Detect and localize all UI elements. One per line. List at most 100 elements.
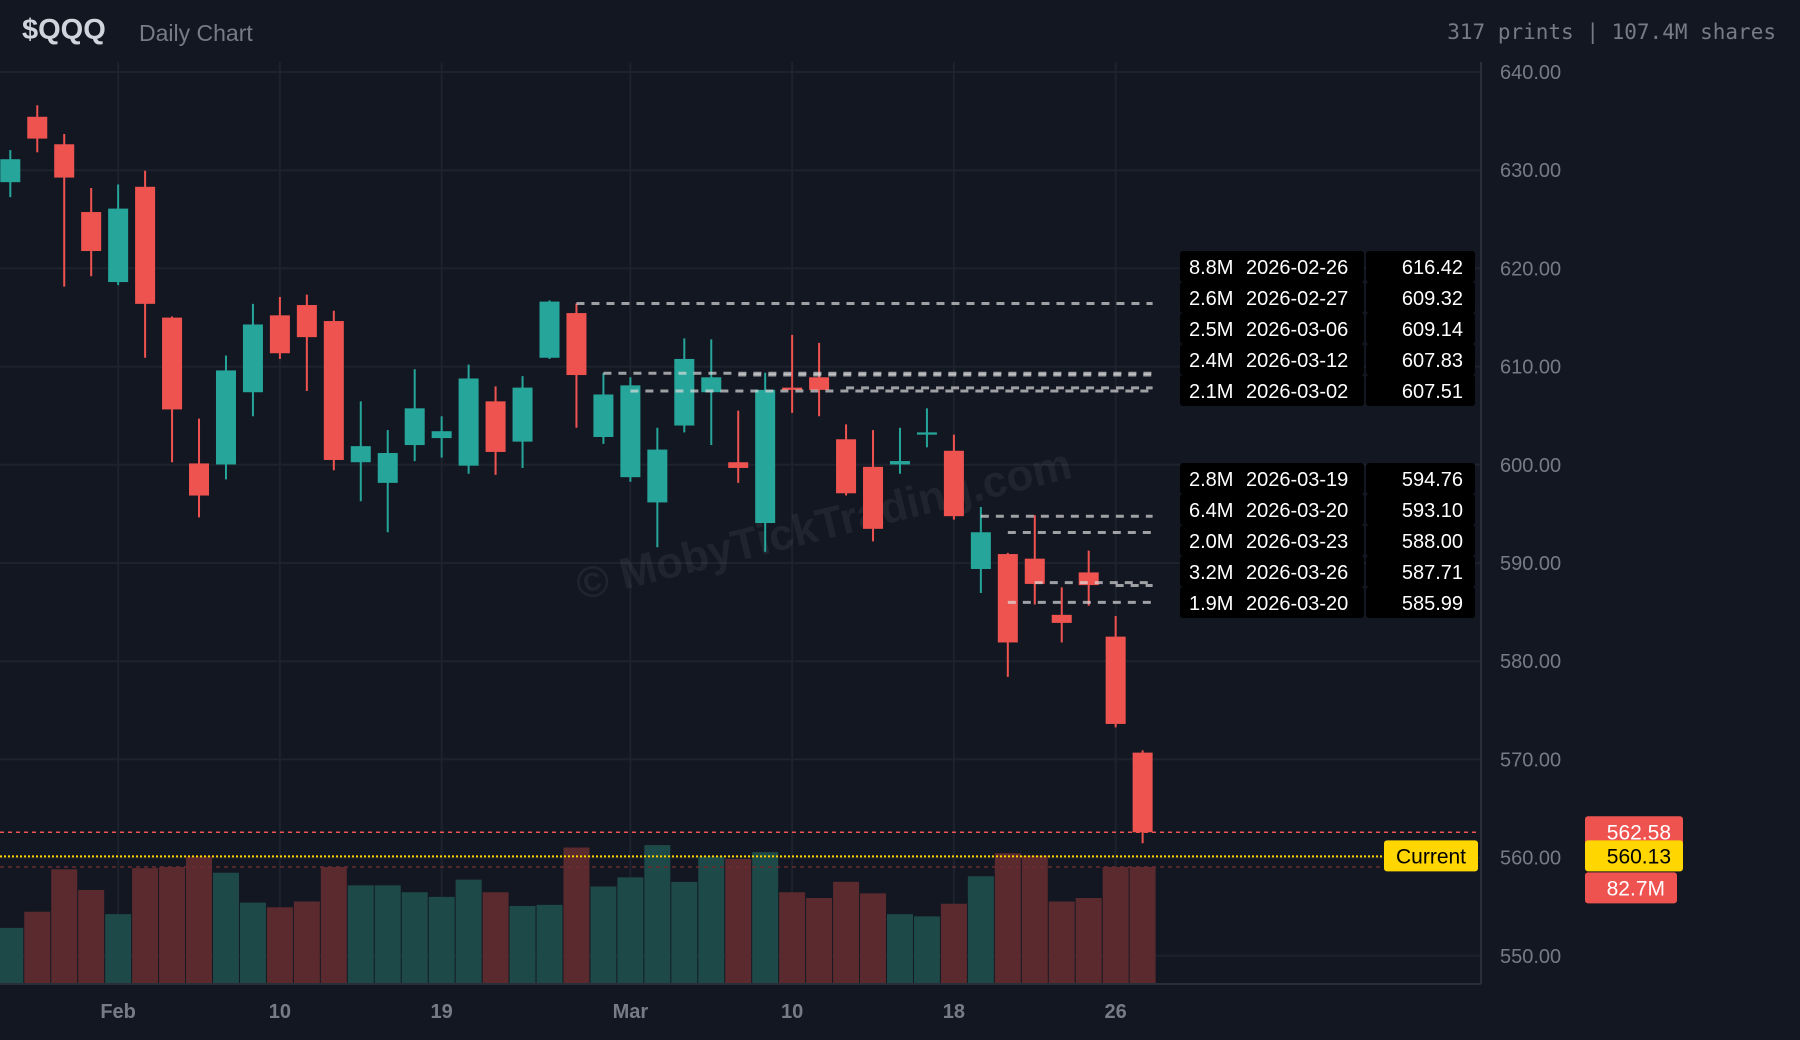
x-tick-label: 18 [943, 1001, 965, 1023]
candle-body [620, 385, 641, 478]
candle-body [54, 144, 75, 178]
y-tick-label: 570.00 [1500, 749, 1561, 771]
volume-bar [401, 892, 428, 983]
level-row-bg [1180, 556, 1364, 587]
level-date: 2026-03-20 [1246, 500, 1348, 522]
level-row-bg [1180, 494, 1364, 525]
candle-body [1024, 558, 1045, 584]
level-volume: 2.1M [1189, 381, 1233, 403]
level-price-bg [1366, 375, 1475, 406]
level-price-bg [1366, 525, 1475, 556]
level-price-bg [1366, 282, 1475, 313]
level-price-bg [1366, 344, 1475, 375]
last-close-tag-bg [1585, 816, 1683, 848]
level-row-bg [1180, 463, 1364, 494]
level-date: 2026-02-26 [1246, 257, 1348, 279]
level-date: 2026-03-06 [1246, 319, 1348, 341]
volume-bar [644, 845, 671, 983]
candle-body [728, 462, 749, 468]
candle-body [512, 387, 533, 442]
candle-body [1051, 614, 1072, 623]
volume-bars [0, 845, 1156, 983]
level-price: 616.42 [1402, 257, 1463, 279]
candle-body [943, 450, 964, 517]
candle-body [782, 387, 803, 390]
x-tick-label: Feb [100, 1001, 136, 1023]
candle-body [970, 532, 991, 569]
candle-body [404, 408, 425, 446]
volume-bar [24, 911, 51, 983]
volume-bar [1129, 867, 1156, 983]
volume-bar [320, 867, 347, 983]
candle-body [135, 186, 156, 304]
volume-bar [725, 859, 752, 983]
chart-subtitle: Daily Chart [139, 20, 253, 46]
level-lines [576, 302, 1153, 604]
volume-bar [617, 877, 644, 983]
volume-bar [913, 916, 940, 983]
candle-body [431, 431, 452, 439]
y-tick-label: 580.00 [1500, 651, 1561, 673]
candle-body [485, 401, 506, 452]
candle-body [377, 453, 398, 483]
level-volume: 8.8M [1189, 257, 1233, 279]
level-date: 2026-03-23 [1246, 531, 1348, 553]
candles [0, 105, 1153, 844]
candle-body [997, 554, 1018, 643]
level-price-bg [1366, 556, 1475, 587]
volume-bar [563, 847, 590, 983]
x-tick-label: Mar [613, 1001, 649, 1023]
volume-bar [239, 902, 266, 983]
volume-bar [752, 852, 779, 983]
level-date: 2026-03-19 [1246, 469, 1348, 491]
candle-body [1132, 752, 1153, 833]
candle-body [269, 315, 290, 354]
volume-bar [51, 869, 78, 983]
candle-body [81, 212, 102, 252]
volume-bar [212, 872, 239, 983]
volume-bar [1102, 867, 1129, 983]
level-volume: 2.8M [1189, 469, 1233, 491]
volume-bar [1021, 855, 1048, 983]
candle-body [215, 370, 236, 465]
volume-bar [482, 892, 509, 983]
volume-bar [347, 885, 374, 983]
level-volume: 2.6M [1189, 288, 1233, 310]
volume-bar [428, 896, 455, 983]
candle-body [1105, 636, 1126, 724]
y-tick-label: 560.00 [1500, 848, 1561, 870]
volume-bar [940, 903, 967, 983]
level-table: 8.8M 2026-02-26 616.42 2.6M 2026-02-27 609.32… [1180, 251, 1475, 406]
x-tick-label: 10 [269, 1001, 291, 1023]
level-price: 585.99 [1402, 593, 1463, 615]
level-row-bg [1180, 344, 1364, 375]
x-tick-label: 10 [781, 1001, 803, 1023]
y-tick-label: 610.00 [1500, 357, 1561, 379]
volume-bar [509, 905, 536, 983]
level-date: 2026-02-27 [1246, 288, 1348, 310]
level-volume: 2.5M [1189, 319, 1233, 341]
x-tick-label: 26 [1105, 1001, 1127, 1023]
level-volume: 3.2M [1189, 562, 1233, 584]
volume-bar [0, 927, 24, 983]
candle-body [323, 321, 344, 460]
volume-bar [293, 901, 320, 983]
y-tick-label: 550.00 [1500, 946, 1561, 968]
candle-body [27, 116, 48, 139]
level-row-bg [1180, 525, 1364, 556]
level-volume: 1.9M [1189, 593, 1233, 615]
volume-bar [671, 881, 698, 983]
level-volume: 2.0M [1189, 531, 1233, 553]
level-volume: 2.4M [1189, 350, 1233, 372]
level-price: 594.76 [1402, 469, 1463, 491]
last-volume-tag-bg [1585, 872, 1677, 904]
candle-body [0, 159, 21, 183]
volume-bar [105, 914, 132, 983]
volume-bar [455, 879, 482, 983]
volume-bar [1048, 901, 1075, 983]
candle-body [916, 432, 937, 435]
volume-bar [159, 867, 186, 983]
level-row-bg [1180, 282, 1364, 313]
level-price-bg [1366, 463, 1475, 494]
